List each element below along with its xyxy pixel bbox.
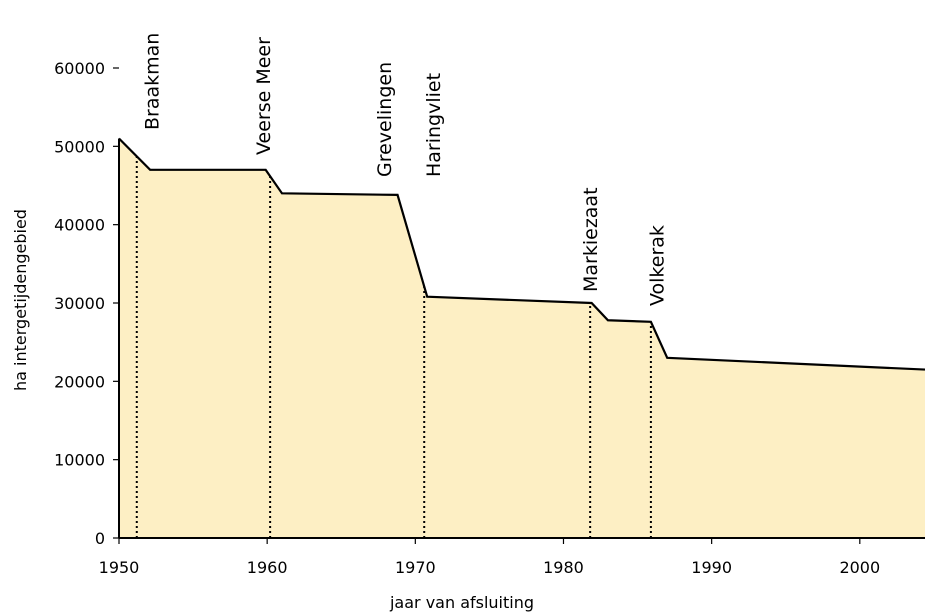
area-line [118,137,925,371]
y-tick-label: 10000 [54,451,105,470]
x-tick-label: 2000 [839,558,880,577]
x-tick-label: 1960 [247,558,288,577]
x-tick-label: 1990 [691,558,732,577]
y-tick-label: 40000 [54,216,105,235]
annotation-label: Haringvliet [423,73,445,177]
y-tick-label: 50000 [54,137,105,156]
annotation-label: Veerse Meer [253,37,275,155]
annotation-label: Volkerak [647,225,669,306]
y-tick-label: 30000 [54,294,105,313]
area [119,138,925,538]
y-tick-label: 0 [95,529,105,548]
x-tick-label: 1980 [543,558,584,577]
annotation-label: Braakman [141,33,163,130]
y-axis-label: ha intergetijdengebied [11,209,30,391]
x-axis-label: jaar van afsluiting [389,593,534,612]
annotation-label: Markiezaat [580,187,602,292]
annotation-label: Grevelingen [374,62,396,177]
y-tick-label: 20000 [54,372,105,391]
x-tick-label: 1950 [99,558,140,577]
y-tick-label: 60000 [54,59,105,78]
x-tick-label: 1970 [395,558,436,577]
